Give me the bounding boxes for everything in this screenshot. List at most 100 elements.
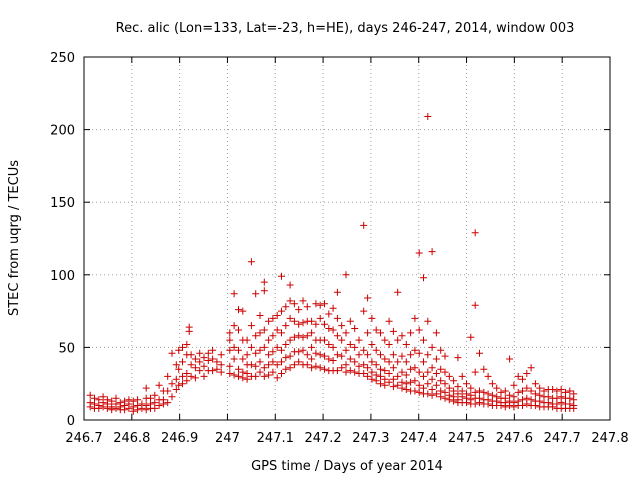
data-point (191, 355, 199, 363)
data-point (476, 387, 483, 395)
data-point (402, 386, 410, 393)
data-point (278, 329, 285, 337)
data-point (497, 402, 505, 409)
data-point (239, 307, 247, 315)
data-point (172, 361, 180, 369)
data-point (506, 402, 514, 409)
data-point (321, 300, 328, 308)
data-point (308, 364, 316, 372)
data-point (338, 336, 346, 344)
data-point (355, 362, 363, 370)
data-point (377, 329, 384, 337)
data-point (217, 351, 225, 359)
data-point (458, 372, 466, 380)
data-point (450, 377, 458, 385)
data-point (360, 307, 368, 315)
plot-frame (83, 56, 611, 421)
data-point (385, 358, 393, 366)
data-point (360, 221, 368, 229)
data-point (501, 403, 509, 411)
data-point (385, 317, 393, 325)
data-point (179, 343, 186, 351)
data-point (325, 341, 333, 348)
data-point (247, 258, 255, 266)
y-tick-label: 250 (50, 51, 75, 66)
data-point (424, 317, 432, 325)
data-point (420, 274, 427, 282)
data-point (407, 378, 415, 386)
data-point (273, 326, 281, 334)
data-point (523, 400, 531, 408)
data-point (286, 336, 294, 344)
x-tick-label: 247.2 (304, 431, 341, 446)
data-point (312, 300, 320, 308)
data-point (480, 388, 488, 396)
data-point (368, 341, 376, 348)
data-point (325, 355, 333, 363)
data-point (282, 322, 290, 330)
data-point (252, 332, 260, 340)
data-point (415, 368, 423, 376)
x-tick-label: 247.3 (352, 431, 389, 446)
data-point (437, 365, 445, 373)
data-point (428, 248, 436, 256)
y-axis-label: STEC from uqrg / TECUs (7, 160, 22, 316)
data-point (360, 370, 368, 377)
data-point (252, 290, 260, 298)
data-point (164, 387, 172, 395)
data-point (476, 349, 483, 357)
data-point (432, 329, 440, 337)
data-point (235, 346, 242, 354)
data-point (415, 381, 423, 389)
x-tick-label: 246.8 (113, 431, 150, 446)
data-point (260, 278, 268, 286)
data-point (488, 380, 496, 388)
data-point (269, 348, 277, 356)
x-axis-label: GPS time / Days of year 2014 (251, 459, 443, 474)
data-point (415, 349, 423, 357)
data-point (179, 372, 186, 380)
data-point (172, 375, 180, 383)
x-tick-label: 247 (215, 431, 240, 446)
data-point (351, 358, 359, 366)
data-point (420, 372, 427, 380)
data-point (282, 365, 290, 373)
data-point (213, 365, 221, 373)
data-point (342, 368, 350, 376)
data-point (329, 326, 337, 334)
data-point (321, 320, 328, 328)
data-point (282, 303, 290, 311)
data-point (506, 355, 514, 363)
data-point (155, 381, 163, 389)
data-point (265, 317, 273, 325)
data-point (471, 229, 479, 237)
data-point (308, 329, 316, 337)
data-point (549, 386, 557, 393)
data-point (226, 329, 234, 337)
data-point (108, 406, 116, 414)
data-point (168, 380, 176, 388)
data-point (368, 375, 376, 383)
data-point (372, 346, 380, 354)
data-point (510, 403, 518, 411)
data-point (316, 314, 324, 322)
data-point (235, 365, 242, 373)
data-point (121, 406, 129, 414)
data-point (155, 402, 163, 409)
data-point (527, 364, 535, 372)
data-point (333, 367, 341, 375)
data-point (209, 355, 217, 363)
data-point (265, 351, 273, 359)
data-point (463, 399, 470, 407)
data-point (450, 397, 458, 405)
data-point (454, 383, 462, 391)
data-point (303, 351, 311, 359)
data-point (389, 375, 397, 383)
data-point (432, 370, 440, 377)
data-point (151, 404, 159, 412)
x-tick-labels: 246.7 246.8 246.9 247 247.1 247.2 247.3 247.4 24… (65, 431, 628, 446)
data-point (278, 307, 285, 315)
data-point (420, 336, 427, 344)
data-point (402, 371, 410, 379)
data-point (381, 381, 389, 389)
